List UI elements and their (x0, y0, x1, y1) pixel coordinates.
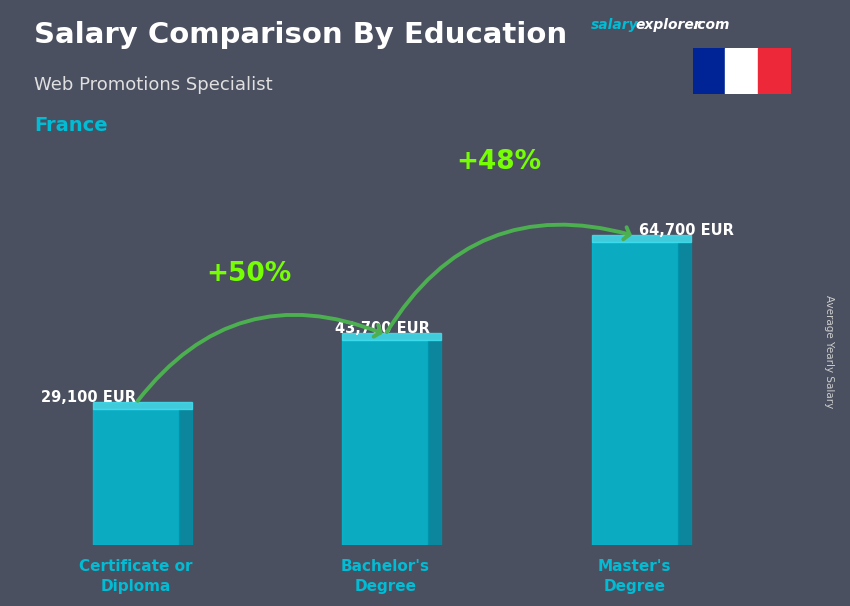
Bar (179, 408, 192, 545)
Bar (725, 48, 758, 94)
Bar (93, 402, 192, 408)
Text: Average Yearly Salary: Average Yearly Salary (824, 295, 834, 408)
Text: Web Promotions Specialist: Web Promotions Specialist (34, 76, 273, 94)
Text: 43,700 EUR: 43,700 EUR (336, 321, 430, 336)
Bar (758, 48, 791, 94)
Bar (592, 235, 691, 242)
Text: 64,700 EUR: 64,700 EUR (639, 223, 734, 238)
Bar (428, 340, 441, 545)
Text: 29,100 EUR: 29,100 EUR (41, 390, 136, 405)
Text: Salary Comparison By Education: Salary Comparison By Education (34, 21, 567, 49)
Bar (693, 48, 725, 94)
Text: salary: salary (591, 18, 638, 32)
Text: explorer: explorer (636, 18, 701, 32)
Bar (677, 242, 691, 545)
Bar (592, 242, 677, 545)
Bar (93, 408, 179, 545)
Text: France: France (34, 116, 108, 135)
Text: .com: .com (693, 18, 730, 32)
Bar (343, 340, 428, 545)
Bar (343, 333, 441, 340)
Text: +48%: +48% (456, 148, 541, 175)
Text: +50%: +50% (207, 261, 292, 287)
